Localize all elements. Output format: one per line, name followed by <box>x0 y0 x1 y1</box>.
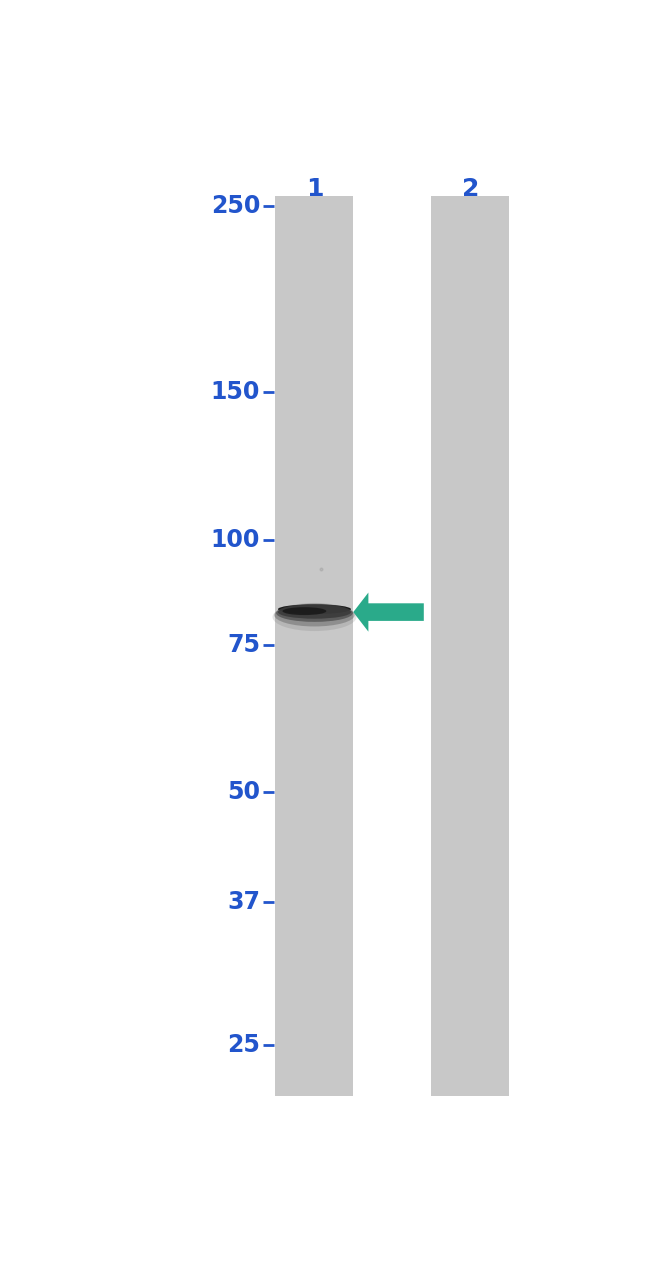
Ellipse shape <box>278 606 351 618</box>
Text: 25: 25 <box>227 1033 260 1057</box>
FancyArrow shape <box>354 593 424 631</box>
Ellipse shape <box>278 605 351 613</box>
Text: 150: 150 <box>211 380 260 404</box>
Bar <box>432 197 510 1096</box>
Text: 100: 100 <box>211 528 260 552</box>
Text: 37: 37 <box>227 890 260 914</box>
Text: 250: 250 <box>211 194 260 218</box>
Ellipse shape <box>276 605 353 622</box>
Bar <box>275 197 354 1096</box>
Text: 1: 1 <box>306 177 323 201</box>
Ellipse shape <box>272 603 356 631</box>
Ellipse shape <box>283 607 326 615</box>
Text: 50: 50 <box>227 780 260 804</box>
Text: 2: 2 <box>462 177 479 201</box>
Text: 75: 75 <box>227 632 260 657</box>
Ellipse shape <box>274 603 355 626</box>
